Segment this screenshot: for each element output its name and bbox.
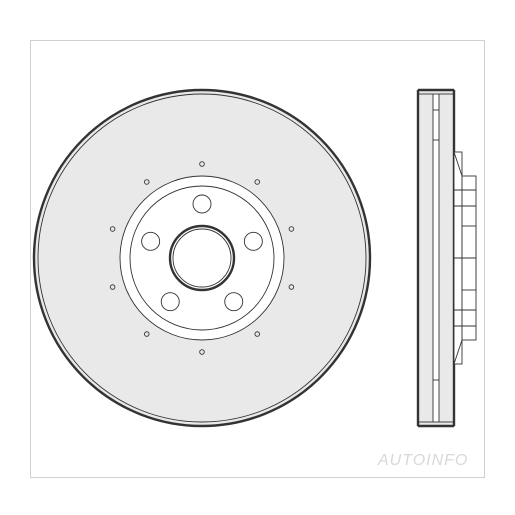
technical-drawing	[0, 0, 515, 515]
side-view	[418, 90, 476, 426]
front-view	[34, 90, 370, 426]
